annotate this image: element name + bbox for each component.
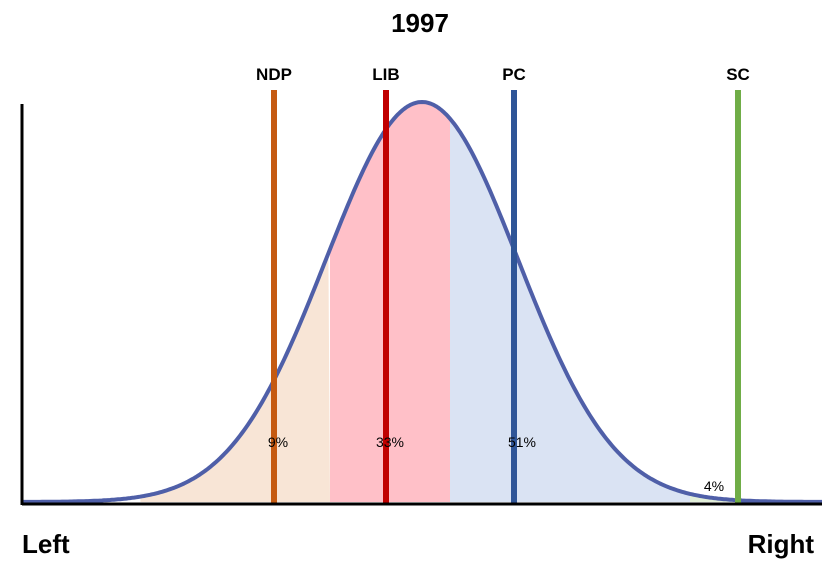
party-label-ndp: NDP	[256, 65, 292, 84]
region-ndp	[140, 253, 330, 502]
party-label-pc: PC	[502, 65, 526, 84]
distribution-curve-layer	[22, 100, 822, 504]
distribution-curve	[22, 100, 822, 504]
vote-share-labels: 9% 33% 51% 4%	[268, 434, 724, 494]
party-label-lib: LIB	[372, 65, 399, 84]
region-pc	[450, 118, 690, 502]
share-label-sc: 4%	[704, 478, 724, 494]
axis-right-label: Right	[748, 529, 815, 559]
share-label-ndp: 9%	[268, 434, 288, 450]
chart-title: 1997	[391, 8, 449, 38]
vote-regions	[140, 102, 802, 502]
region-lib	[330, 102, 450, 502]
axis-left-label: Left	[22, 529, 70, 559]
party-label-sc: SC	[726, 65, 750, 84]
party-position-lines: NDP LIB PC SC	[256, 65, 750, 504]
share-label-lib: 33%	[376, 434, 404, 450]
share-label-pc: 51%	[508, 434, 536, 450]
